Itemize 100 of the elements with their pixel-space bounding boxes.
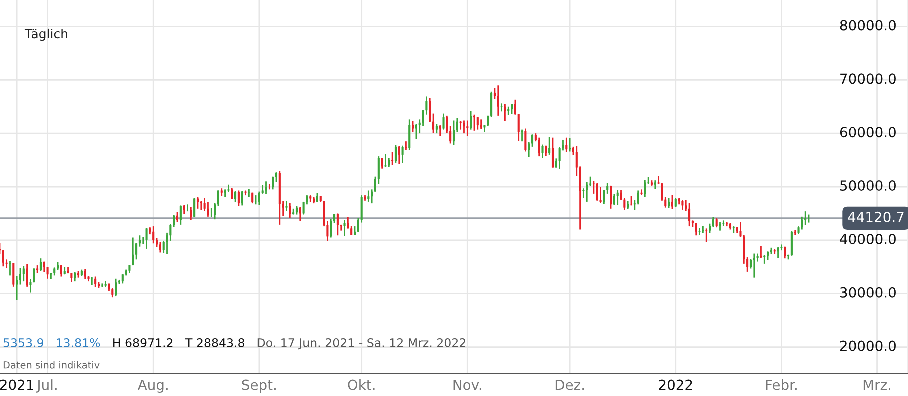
candlestick	[381, 157, 384, 170]
candlestick	[668, 198, 670, 210]
candlestick	[804, 210, 807, 226]
candlestick	[514, 99, 516, 116]
candlestick	[463, 120, 466, 134]
candlestick	[412, 120, 414, 134]
candlestick	[682, 200, 684, 211]
x-tick-label: Okt.	[348, 380, 375, 390]
x-tick-label: Aug.	[138, 380, 168, 393]
candlestick	[405, 140, 408, 151]
candlestick	[521, 129, 524, 142]
candlestick	[452, 120, 456, 146]
candlestick	[289, 202, 292, 219]
candlestick	[644, 179, 646, 198]
candlestick	[466, 120, 469, 137]
candlestick	[470, 110, 472, 131]
candlestick	[316, 192, 318, 204]
annotation: H 68971.2	[114, 338, 173, 348]
candlestick	[180, 205, 182, 226]
candlestick	[596, 182, 598, 202]
ref-line-label: 44120.7	[848, 212, 904, 222]
candlestick	[706, 228, 708, 243]
candlestick	[299, 206, 302, 222]
x-tick-label: Jul.	[36, 380, 57, 393]
candlestick	[2, 249, 4, 268]
candlestick	[695, 222, 698, 236]
candlestick	[504, 103, 506, 122]
y-tick-label: 20000.0	[840, 340, 896, 352]
candlestick	[112, 288, 114, 298]
candlestick	[26, 264, 28, 288]
candlestick	[784, 246, 786, 260]
y-tick-label: 80000.0	[840, 20, 896, 31]
candlestick	[194, 198, 196, 218]
candlestick	[384, 154, 387, 168]
candlestick	[265, 180, 268, 196]
candlestick	[159, 241, 162, 254]
candlestick	[91, 276, 94, 286]
annotation: Do. 17 Jun. 2021 - Sa. 12 Mrz. 2022	[258, 338, 466, 350]
candlestick	[176, 211, 179, 223]
candlestick	[490, 91, 493, 118]
candlestick	[12, 262, 15, 288]
x-tick-label: Nov.	[454, 380, 482, 390]
candlestick	[538, 137, 540, 158]
candlestick	[101, 283, 104, 288]
candlestick	[518, 114, 520, 142]
annotation: T 28843.8	[185, 338, 244, 348]
candlestick	[698, 227, 701, 236]
candlestick	[368, 190, 370, 203]
candlestick	[500, 102, 503, 112]
candlestick	[207, 202, 210, 218]
candlestick	[74, 272, 76, 282]
candlestick	[436, 124, 438, 134]
candlestick	[138, 234, 141, 248]
candlestick	[476, 116, 479, 131]
candlestick	[190, 206, 192, 221]
candlestick	[132, 237, 134, 266]
candlestick	[344, 219, 346, 237]
annotation: 13.81%	[57, 338, 100, 348]
candlestick	[606, 182, 609, 195]
candlestick	[268, 184, 271, 190]
x-tick-label: Mrz.	[864, 380, 890, 390]
candlestick	[200, 200, 202, 212]
candlestick	[254, 194, 258, 206]
candlestick	[586, 181, 588, 203]
candlestick	[548, 136, 551, 156]
candlestick	[497, 84, 500, 117]
candlestick	[231, 187, 234, 200]
candlestick	[238, 190, 240, 207]
candlestick	[122, 274, 124, 284]
x-tick-label: 2022	[659, 380, 692, 390]
candlestick	[46, 266, 49, 280]
y-tick-label: 60000.0	[840, 127, 896, 138]
candlestick	[671, 194, 674, 210]
candlestick	[552, 137, 554, 168]
annotation: Täglich	[24, 28, 68, 42]
candlestick	[388, 157, 390, 168]
y-tick-label: 50000.0	[840, 180, 896, 192]
candlestick	[234, 190, 237, 204]
candlestick	[716, 218, 718, 228]
candlestick	[722, 220, 725, 227]
candlestick	[603, 190, 606, 205]
candlestick	[394, 144, 397, 164]
candlestick	[688, 202, 691, 228]
candlestick	[330, 218, 332, 238]
candlestick	[196, 196, 200, 210]
candlestick	[43, 261, 46, 274]
candlestick	[210, 208, 213, 218]
candlestick	[272, 176, 274, 190]
candlestick	[94, 276, 97, 288]
candlestick	[9, 260, 12, 276]
candlestick	[439, 124, 442, 137]
candlestick	[22, 265, 25, 282]
candlestick	[415, 124, 418, 140]
candlestick	[217, 190, 220, 207]
candlestick	[16, 276, 18, 301]
y-tick-label: 40000.0	[840, 234, 896, 244]
candlestick	[524, 128, 527, 152]
x-tick-label: 2021	[0, 380, 34, 390]
candlestick	[777, 246, 780, 259]
candlestick	[610, 185, 612, 210]
